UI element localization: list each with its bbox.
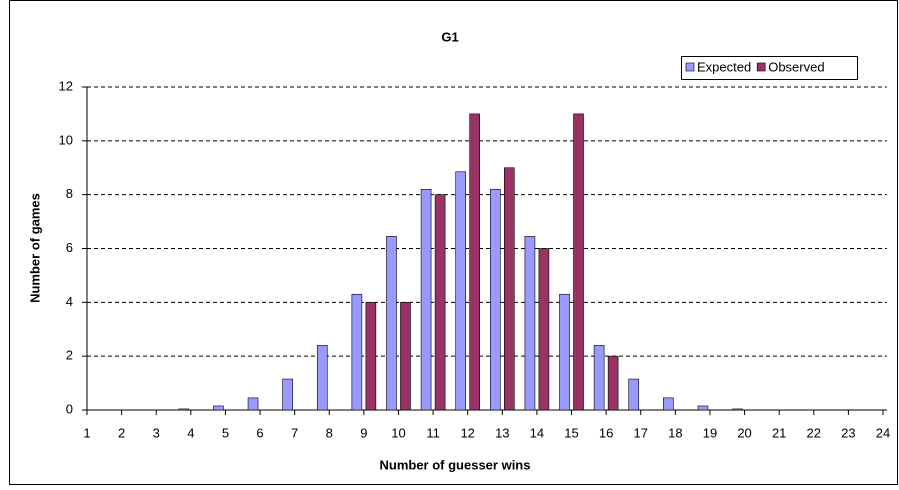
bar [732, 408, 743, 411]
x-tick-label: 5 [222, 425, 229, 440]
bar [628, 378, 640, 411]
bar [607, 355, 619, 411]
bar [469, 113, 480, 411]
x-axis-label: Number of guesser wins [380, 457, 531, 472]
x-tick-label: 1 [83, 425, 90, 440]
x-tick-label: 14 [530, 425, 544, 440]
chart-border [9, 0, 898, 485]
legend-swatch [685, 62, 695, 72]
bar [663, 397, 674, 411]
bar [247, 397, 259, 411]
legend-swatch [756, 62, 766, 72]
bar [420, 188, 432, 411]
x-tick-label: 20 [737, 425, 751, 440]
legend-label: Observed [768, 59, 824, 74]
legend-label: Expected [697, 59, 751, 74]
bar [213, 405, 224, 411]
bar [386, 236, 397, 411]
x-tick-label: 24 [876, 425, 890, 440]
bar [593, 345, 605, 411]
x-tick-label: 22 [807, 425, 821, 440]
y-tick-label: 6 [66, 240, 73, 255]
x-tick-label: 12 [460, 425, 474, 440]
bar [365, 302, 377, 411]
bar [351, 293, 363, 411]
x-tick-label: 13 [495, 425, 509, 440]
x-tick-label: 7 [291, 425, 298, 440]
bar [316, 345, 328, 411]
bar [434, 194, 446, 411]
bar [455, 171, 466, 411]
x-tick-label: 16 [599, 425, 613, 440]
bar [697, 405, 709, 411]
bar [559, 293, 570, 411]
legend: Expected Observed [681, 56, 858, 80]
x-tick-label: 17 [634, 425, 648, 440]
y-tick-label: 4 [66, 294, 73, 309]
bar [504, 167, 515, 411]
x-tick-label: 6 [256, 425, 263, 440]
y-tick-label: 8 [66, 186, 73, 201]
bar [400, 302, 411, 411]
x-tick-label: 11 [426, 425, 440, 440]
y-tick-label: 10 [59, 132, 73, 147]
y-tick-label: 12 [59, 78, 73, 93]
x-tick-label: 9 [360, 425, 367, 440]
x-tick-label: 4 [187, 425, 194, 440]
bar [573, 113, 584, 411]
bar [524, 236, 536, 411]
x-tick-label: 18 [668, 425, 682, 440]
x-tick-label: 2 [118, 425, 125, 440]
x-tick-label: 3 [153, 425, 160, 440]
chart-title: G1 [441, 29, 458, 44]
bar [178, 408, 190, 411]
x-tick-label: 8 [326, 425, 333, 440]
bar [538, 248, 550, 411]
y-tick-label: 2 [66, 348, 73, 363]
bar [490, 188, 501, 411]
x-tick-label: 15 [564, 425, 578, 440]
x-tick-label: 10 [391, 425, 405, 440]
x-tick-label: 23 [841, 425, 855, 440]
bar [282, 378, 293, 411]
y-axis-label: Number of games [27, 193, 42, 303]
x-tick-label: 19 [703, 425, 717, 440]
legend-box [681, 56, 858, 80]
x-tick-label: 21 [772, 425, 786, 440]
y-tick-label: 0 [66, 401, 73, 416]
